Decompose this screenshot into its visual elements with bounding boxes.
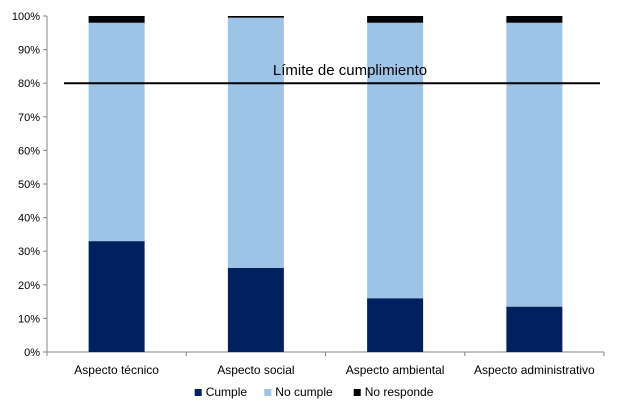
legend-label: No cumple bbox=[275, 385, 333, 399]
bar-segment-cumple bbox=[227, 268, 284, 352]
y-tick-label: 30% bbox=[18, 246, 40, 258]
legend-swatch-cumple bbox=[194, 389, 202, 396]
bar-segment-cumple bbox=[88, 241, 145, 352]
axes-layer: 0% 10% 20% 30% 40% 50% 60% 70% 80% 90% 100% Aspecto… bbox=[12, 11, 605, 377]
legend-label: No responde bbox=[365, 385, 434, 399]
bar-segment-no-responde bbox=[88, 16, 145, 23]
x-category-label: Aspecto técnico bbox=[74, 363, 159, 377]
y-tick-label: 50% bbox=[18, 179, 40, 191]
compliance-limit-label: Límite de cumplimiento bbox=[273, 62, 427, 79]
bar-segment-no-responde bbox=[227, 16, 284, 18]
y-tick-label: 0% bbox=[24, 347, 40, 359]
bar-segment-no-responde bbox=[367, 16, 424, 23]
bars-layer bbox=[88, 16, 563, 352]
y-tick-label: 10% bbox=[18, 313, 40, 325]
y-tick-label: 20% bbox=[18, 280, 40, 292]
bar-segment-cumple bbox=[506, 306, 563, 352]
legend-label: Cumple bbox=[206, 385, 248, 399]
y-tick-label: 60% bbox=[18, 145, 40, 157]
y-tick-label: 100% bbox=[12, 11, 40, 23]
bar-segment-cumple bbox=[367, 298, 424, 352]
y-tick-label: 70% bbox=[18, 112, 40, 124]
bar-segment-no-cumple bbox=[506, 22, 563, 307]
x-category-label: Aspecto social bbox=[217, 363, 294, 377]
bar-segment-no-responde bbox=[506, 16, 563, 23]
y-tick-label: 80% bbox=[18, 78, 40, 90]
bar-segment-no-cumple bbox=[88, 22, 145, 242]
y-tick-label: 90% bbox=[18, 45, 40, 57]
bar-segment-no-cumple bbox=[227, 17, 284, 269]
legend-swatch-no-responde bbox=[353, 389, 361, 396]
legend: Cumple No cumple No responde bbox=[194, 385, 434, 399]
x-category-label: Aspecto administrativo bbox=[474, 363, 595, 377]
legend-swatch-no-cumple bbox=[264, 389, 272, 396]
reference-layer: Límite de cumplimiento bbox=[64, 62, 600, 85]
x-category-label: Aspecto ambiental bbox=[346, 363, 445, 377]
bar-segment-no-cumple bbox=[367, 22, 424, 299]
y-tick-label: 40% bbox=[18, 213, 40, 225]
